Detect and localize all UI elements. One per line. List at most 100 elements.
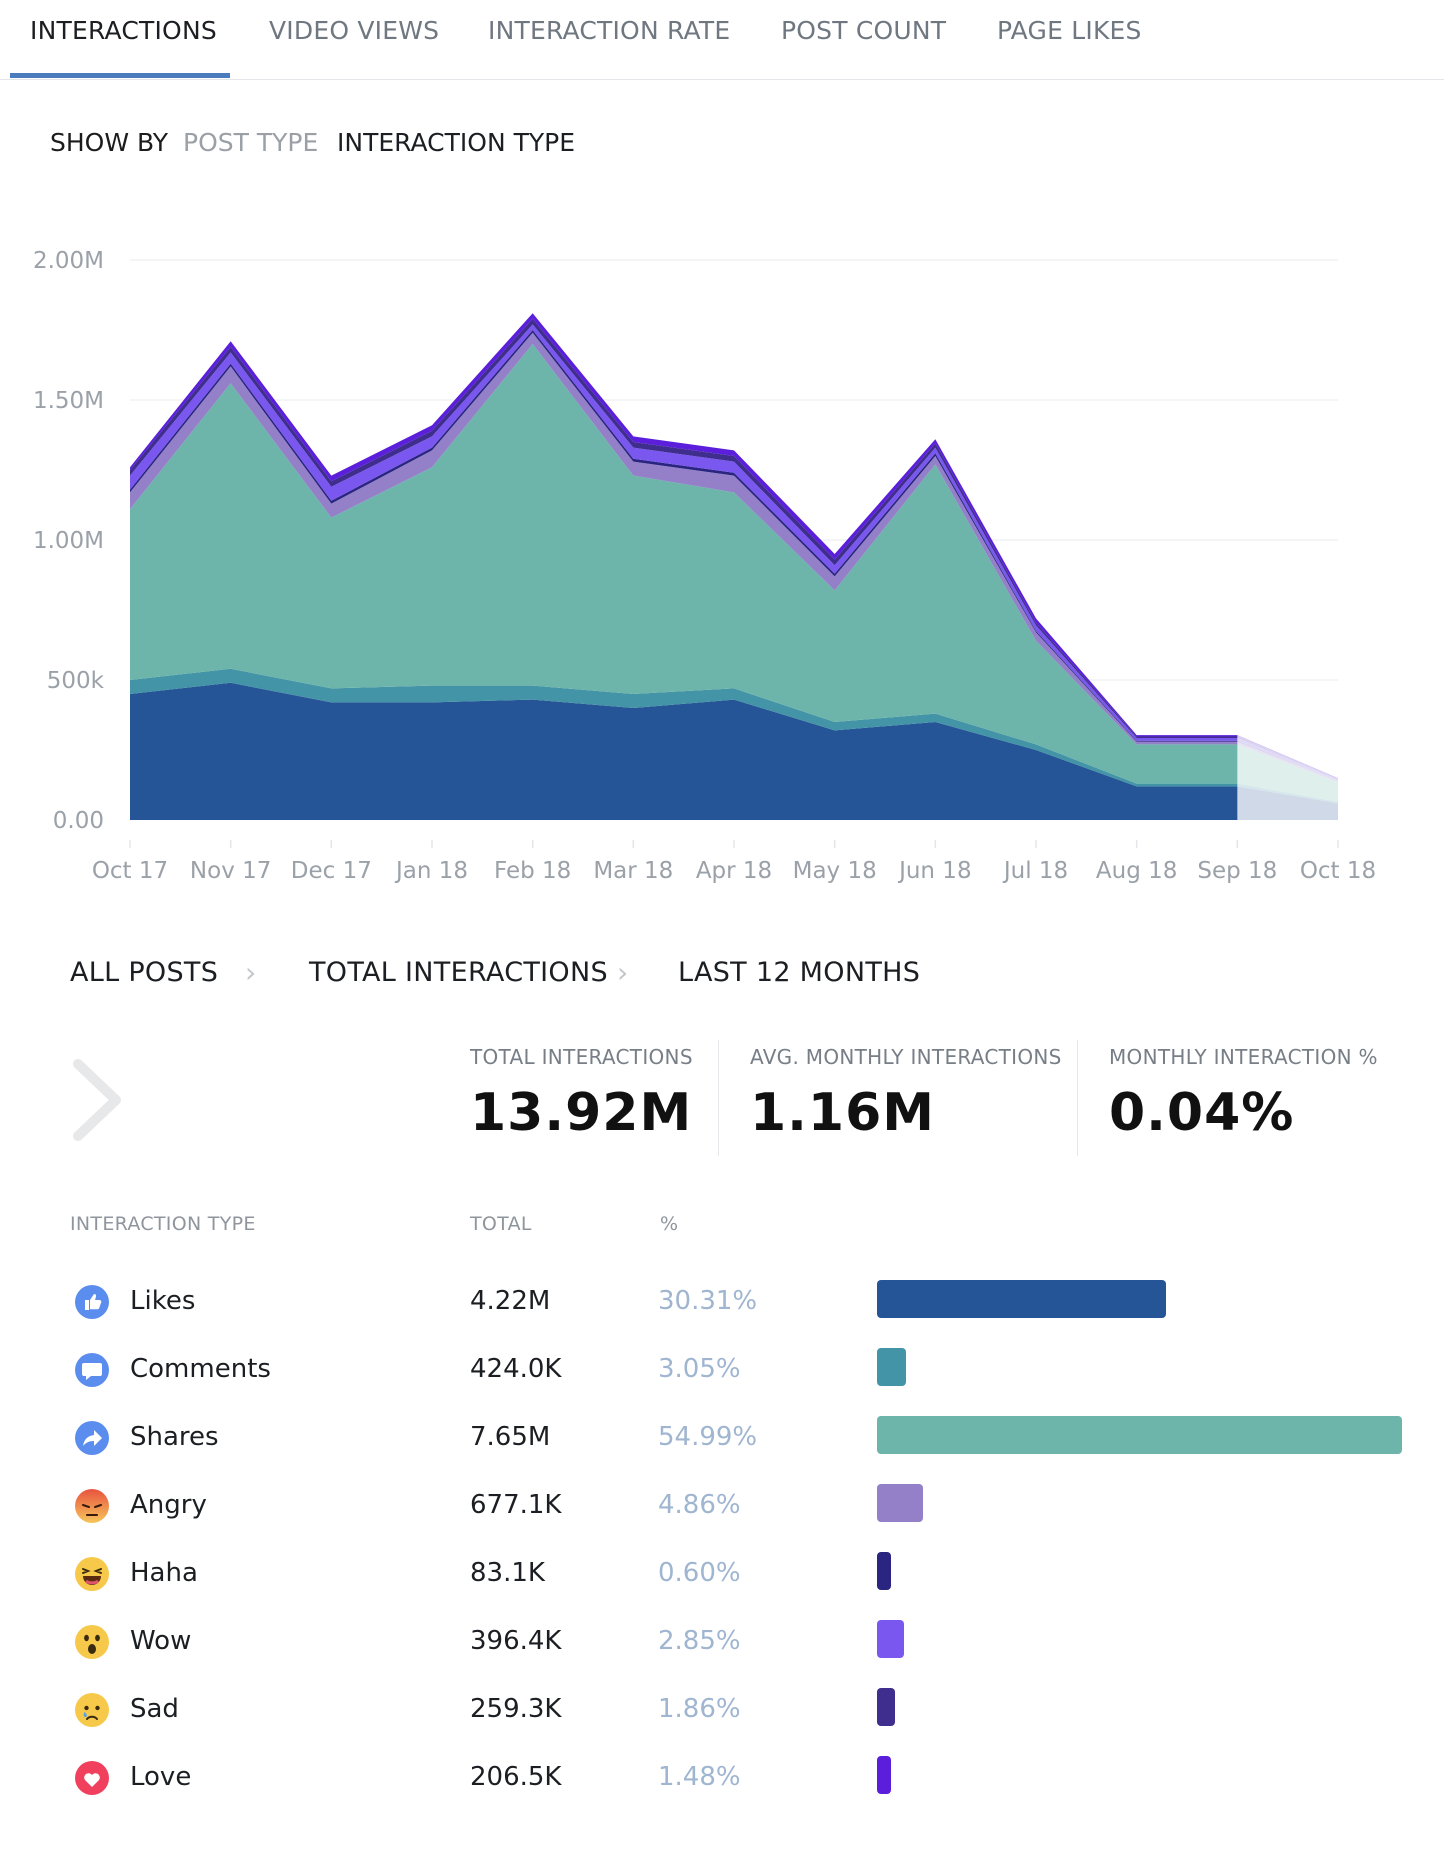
- interaction-type-name: Shares: [130, 1422, 219, 1452]
- stat-divider: [718, 1040, 719, 1156]
- interaction-total: 4.22M: [470, 1286, 551, 1316]
- interaction-type-name: Angry: [130, 1490, 207, 1520]
- interaction-share-bar: [877, 1416, 1402, 1454]
- tab-video-views[interactable]: VIDEO VIEWS: [269, 16, 440, 45]
- stat-divider: [1077, 1040, 1078, 1156]
- stat-label-monthly-pct: MONTHLY INTERACTION %: [1109, 1045, 1378, 1069]
- interaction-share-bar: [877, 1620, 905, 1658]
- love-icon: [75, 1761, 109, 1795]
- interaction-pct: 2.85%: [658, 1626, 741, 1656]
- wow-icon: [75, 1625, 109, 1659]
- area-series-sad: [130, 318, 1338, 780]
- stat-value-total: 13.92M: [470, 1083, 693, 1143]
- tab-interactions[interactable]: INTERACTIONS: [30, 16, 217, 45]
- table-row[interactable]: Wow 396.4K 2.85%: [0, 1610, 1444, 1678]
- show-by-label: SHOW BY: [50, 128, 169, 157]
- breadcrumb-total-interactions[interactable]: TOTAL INTERACTIONS: [309, 957, 608, 988]
- interaction-share-bar: [877, 1280, 1167, 1318]
- interaction-pct: 4.86%: [658, 1490, 741, 1520]
- stat-value-avg-monthly: 1.16M: [750, 1083, 936, 1143]
- interaction-share-bar: [877, 1552, 891, 1590]
- stat-label-avg-monthly: AVG. MONTHLY INTERACTIONS: [750, 1045, 1062, 1069]
- show-by-interaction-type[interactable]: INTERACTION TYPE: [337, 128, 576, 157]
- interaction-pct: 3.05%: [658, 1354, 741, 1384]
- interaction-share-bar: [877, 1688, 895, 1726]
- tab-post-count[interactable]: POST COUNT: [781, 16, 947, 45]
- table-row[interactable]: Sad 259.3K 1.86%: [0, 1678, 1444, 1746]
- interaction-total: 424.0K: [470, 1354, 562, 1384]
- x-tick-label: Oct 17: [92, 858, 168, 884]
- interactions-area-chart: 0.00 500k 1.00M 1.50M 2.00M Oct 17 Nov 17 Dec …: [33, 248, 1376, 884]
- interaction-type-name: Comments: [130, 1354, 271, 1384]
- table-row[interactable]: Angry 677.1K 4.86%: [0, 1474, 1444, 1542]
- x-tick-label: Nov 17: [190, 858, 271, 884]
- comment-icon: [75, 1353, 109, 1387]
- interaction-share-bar: [877, 1348, 907, 1386]
- interaction-pct: 1.48%: [658, 1762, 741, 1792]
- x-tick-label: May 18: [793, 858, 877, 884]
- area-series-likes: [130, 682, 1338, 820]
- column-header-type: INTERACTION TYPE: [70, 1213, 256, 1235]
- angry-icon: [75, 1489, 109, 1523]
- stat-value-monthly-pct: 0.04%: [1109, 1083, 1295, 1143]
- show-by-post-type[interactable]: POST TYPE: [183, 128, 319, 157]
- interaction-share-bar: [877, 1484, 924, 1522]
- interaction-type-name: Likes: [130, 1286, 196, 1316]
- sad-icon: [75, 1693, 109, 1727]
- tab-page-likes[interactable]: PAGE LIKES: [997, 16, 1142, 45]
- x-tick-label: Mar 18: [593, 858, 673, 884]
- active-tab-indicator: [10, 73, 230, 78]
- metric-tabs: INTERACTIONS VIDEO VIEWS INTERACTION RAT…: [0, 0, 1444, 80]
- table-row[interactable]: Haha 83.1K 0.60%: [0, 1542, 1444, 1610]
- x-tick-label: Aug 18: [1096, 858, 1178, 884]
- breadcrumb-chevron-icon: ›: [245, 956, 257, 989]
- interaction-pct: 30.31%: [658, 1286, 758, 1316]
- x-tick-label: Jul 18: [1002, 858, 1068, 884]
- y-tick-label: 0.00: [53, 808, 104, 834]
- interaction-type-name: Haha: [130, 1558, 198, 1588]
- interaction-pct: 1.86%: [658, 1694, 741, 1724]
- interaction-total: 396.4K: [470, 1626, 562, 1656]
- table-row[interactable]: Love 206.5K 1.48%: [0, 1746, 1444, 1814]
- table-row[interactable]: Shares 7.65M 54.99%: [0, 1406, 1444, 1474]
- interaction-total: 83.1K: [470, 1558, 545, 1588]
- chevron-right-icon[interactable]: [68, 1058, 128, 1142]
- tab-interaction-rate[interactable]: INTERACTION RATE: [488, 16, 731, 45]
- interaction-total: 259.3K: [470, 1694, 562, 1724]
- y-tick-label: 2.00M: [33, 248, 104, 274]
- x-tick-label: Sep 18: [1197, 858, 1277, 884]
- area-series-shares: [130, 344, 1338, 802]
- interaction-pct: 0.60%: [658, 1558, 741, 1588]
- stat-label-total: TOTAL INTERACTIONS: [470, 1045, 693, 1069]
- breadcrumb-chevron-icon: ›: [617, 956, 629, 989]
- interaction-share-bar: [877, 1756, 892, 1794]
- interaction-total: 7.65M: [470, 1422, 551, 1452]
- partial-period-overlay: [1237, 735, 1338, 820]
- area-series-wow: [130, 324, 1338, 781]
- share-icon: [75, 1421, 109, 1455]
- like-icon: [75, 1285, 109, 1319]
- haha-icon: [75, 1557, 109, 1591]
- interaction-type-name: Sad: [130, 1694, 179, 1724]
- x-tick-label: Jun 18: [897, 858, 972, 884]
- interaction-type-name: Love: [130, 1762, 192, 1792]
- interaction-pct: 54.99%: [658, 1422, 758, 1452]
- x-tick-label: Oct 18: [1300, 858, 1376, 884]
- y-tick-label: 1.50M: [33, 388, 104, 414]
- interaction-total: 206.5K: [470, 1762, 562, 1792]
- column-header-total: TOTAL: [470, 1213, 532, 1235]
- interaction-type-name: Wow: [130, 1626, 192, 1656]
- x-tick-label: Feb 18: [494, 858, 571, 884]
- x-tick-label: Jan 18: [394, 858, 468, 884]
- interaction-total: 677.1K: [470, 1490, 562, 1520]
- column-header-pct: %: [660, 1213, 679, 1235]
- breadcrumb-all-posts[interactable]: ALL POSTS: [70, 957, 219, 988]
- x-tick-label: Apr 18: [696, 858, 772, 884]
- table-row[interactable]: Likes 4.22M 30.31%: [0, 1270, 1444, 1338]
- y-tick-label: 1.00M: [33, 528, 104, 554]
- area-series-love: [130, 313, 1338, 779]
- table-row[interactable]: Comments 424.0K 3.05%: [0, 1338, 1444, 1406]
- y-tick-label: 500k: [47, 668, 105, 694]
- x-tick-label: Dec 17: [291, 858, 372, 884]
- breadcrumb-last-12-months[interactable]: LAST 12 MONTHS: [678, 957, 921, 988]
